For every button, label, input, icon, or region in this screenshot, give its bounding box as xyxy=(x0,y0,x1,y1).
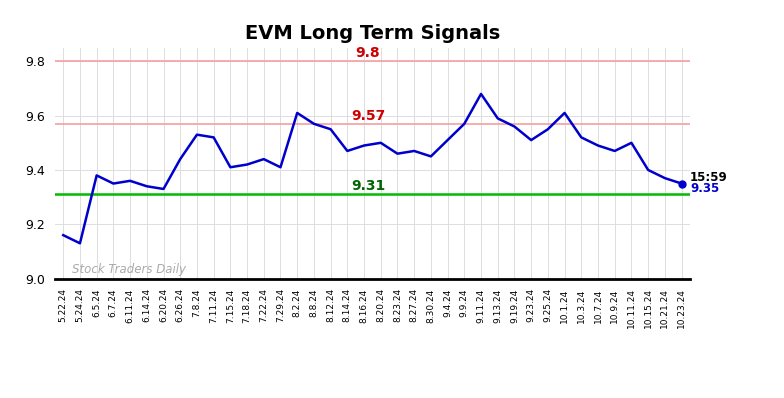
Text: 9.8: 9.8 xyxy=(356,46,380,60)
Title: EVM Long Term Signals: EVM Long Term Signals xyxy=(245,24,500,43)
Text: 9.35: 9.35 xyxy=(690,182,719,195)
Text: 9.31: 9.31 xyxy=(351,179,385,193)
Text: 15:59: 15:59 xyxy=(690,171,728,184)
Text: 9.57: 9.57 xyxy=(351,109,385,123)
Text: Stock Traders Daily: Stock Traders Daily xyxy=(71,263,186,276)
